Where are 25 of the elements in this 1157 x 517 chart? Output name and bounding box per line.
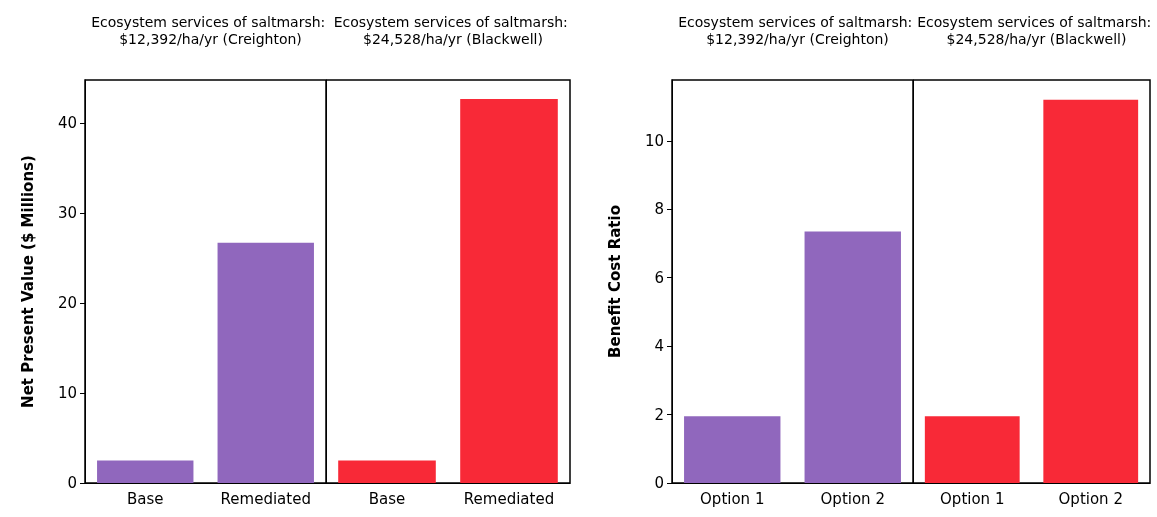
chart-title: Ecosystem services of saltmarsh: $12,392/ha/yr (Creighton) — [678, 13, 917, 47]
y-tick-label: 20 — [57, 294, 77, 313]
y-axis-title: Net Present Value ($ Millions) — [18, 155, 37, 408]
y-tick-label: 10 — [644, 131, 664, 150]
chart-title: Ecosystem services of saltmarsh: $24,528/ha/yr (Blackwell) — [917, 13, 1156, 47]
x-tick-label: Option 2 — [820, 489, 885, 508]
x-tick-label: Option 1 — [700, 489, 765, 508]
y-tick-label: 30 — [57, 204, 77, 223]
y-tick-label: 6 — [654, 268, 664, 287]
y-tick-label: 40 — [57, 114, 77, 133]
chart-title: Ecosystem services of saltmarsh: $12,392/ha/yr (Creighton) — [91, 13, 330, 47]
y-tick-label: 4 — [654, 337, 664, 356]
x-tick-label: Option 1 — [940, 489, 1005, 508]
y-tick-label: 0 — [67, 474, 77, 492]
y-axis-title: Benefit Cost Ratio — [605, 205, 624, 358]
x-tick-label: Base — [368, 489, 406, 508]
x-tick-label: Base — [126, 489, 164, 508]
y-tick-label: 10 — [57, 384, 77, 403]
y-tick-label: 0 — [654, 474, 664, 492]
y-tick-label: 2 — [654, 405, 664, 424]
chart-title: Ecosystem services of saltmarsh: $24,528/ha/yr (Blackwell) — [333, 13, 573, 47]
x-tick-label: Option 2 — [1058, 489, 1123, 508]
x-tick-label: Remediated — [220, 489, 311, 508]
x-tick-label: Remediated — [463, 489, 555, 508]
y-tick-label: 8 — [654, 200, 664, 219]
